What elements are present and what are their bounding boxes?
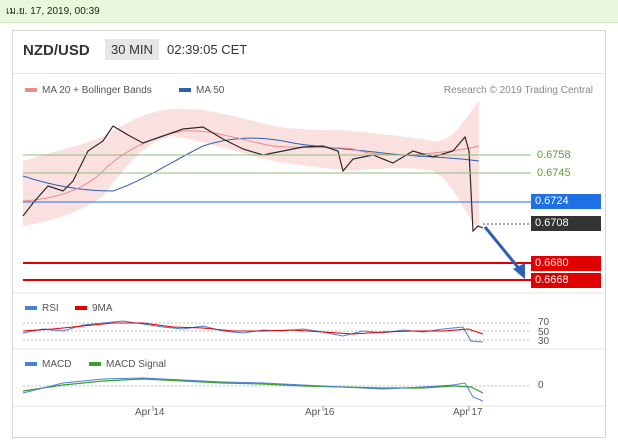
rsi-line xyxy=(22,320,484,343)
legend-ma20-label: MA 20 + Bollinger Bands xyxy=(42,85,152,96)
legend-ma20: MA 20 + Bollinger Bands xyxy=(25,85,152,96)
chart-header: NZD/USD 30 MIN 02:39:05 CET xyxy=(13,31,605,71)
ninema-swatch-icon xyxy=(75,306,87,311)
legend-rsi: RSI xyxy=(25,303,59,314)
x-label-apr16: Apr 16 xyxy=(305,407,335,418)
level-tag-0708: 0.6708 xyxy=(531,216,601,231)
forecast-arrow xyxy=(483,226,523,272)
legend-9ma: 9MA xyxy=(75,303,113,314)
legend-ma50: MA 50 xyxy=(179,85,224,96)
legend-rsi-label: RSI xyxy=(42,303,59,314)
level-tag-0680: 0.6680 xyxy=(531,256,601,271)
chart-panel: NZD/USD 30 MIN 02:39:05 CET MA 20 + Boll… xyxy=(12,30,606,438)
x-label-apr14: Apr 14 xyxy=(135,407,165,418)
ma50-line xyxy=(22,137,480,192)
level-label-0758: 0.6758 xyxy=(537,149,571,161)
price-line xyxy=(22,125,484,233)
macd-swatch-icon xyxy=(25,362,37,367)
macd-signal-line xyxy=(22,378,484,394)
forecast-arrow-head-icon xyxy=(513,263,525,279)
rsi-swatch-icon xyxy=(25,306,37,311)
header-divider xyxy=(13,73,605,74)
macd-signal-swatch-icon xyxy=(89,362,101,367)
ma20-swatch-icon xyxy=(25,88,37,93)
chart-canvas xyxy=(13,101,605,411)
datetime-label: เม.ย. 17, 2019, 00:39 xyxy=(6,6,100,17)
ma50-swatch-icon xyxy=(179,88,191,93)
macd-line xyxy=(22,377,484,402)
level-label-0745: 0.6745 xyxy=(537,167,571,179)
rsi-9ma-line xyxy=(22,322,484,335)
macd-zero-label: 0 xyxy=(538,380,544,391)
legend-macd-signal-label: MACD Signal xyxy=(106,359,167,370)
legend-macd-label: MACD xyxy=(42,359,72,370)
pair-title: NZD/USD xyxy=(23,42,90,59)
credit-label: Research © 2019 Trading Central xyxy=(443,85,593,96)
legend-ma50-label: MA 50 xyxy=(196,85,225,96)
x-label-apr17: Apr 17 xyxy=(453,407,483,418)
top-date-bar: เม.ย. 17, 2019, 00:39 xyxy=(0,0,618,23)
legend-macd-signal: MACD Signal xyxy=(89,359,166,370)
level-tag-0668: 0.6668 xyxy=(531,273,601,288)
timeframe-badge[interactable]: 30 MIN xyxy=(105,39,159,60)
bollinger-band xyxy=(23,101,479,231)
legend-macd: MACD xyxy=(25,359,71,370)
rsi-level-70-label: 70 xyxy=(538,317,550,328)
rsi-level-50-label: 50 xyxy=(538,327,550,338)
level-tag-0724: 0.6724 xyxy=(531,194,601,209)
time-label: 02:39:05 CET xyxy=(167,42,248,57)
legend-9ma-label: 9MA xyxy=(92,303,113,314)
rsi-level-30-label: 30 xyxy=(538,336,550,347)
ma20-line xyxy=(22,130,480,202)
